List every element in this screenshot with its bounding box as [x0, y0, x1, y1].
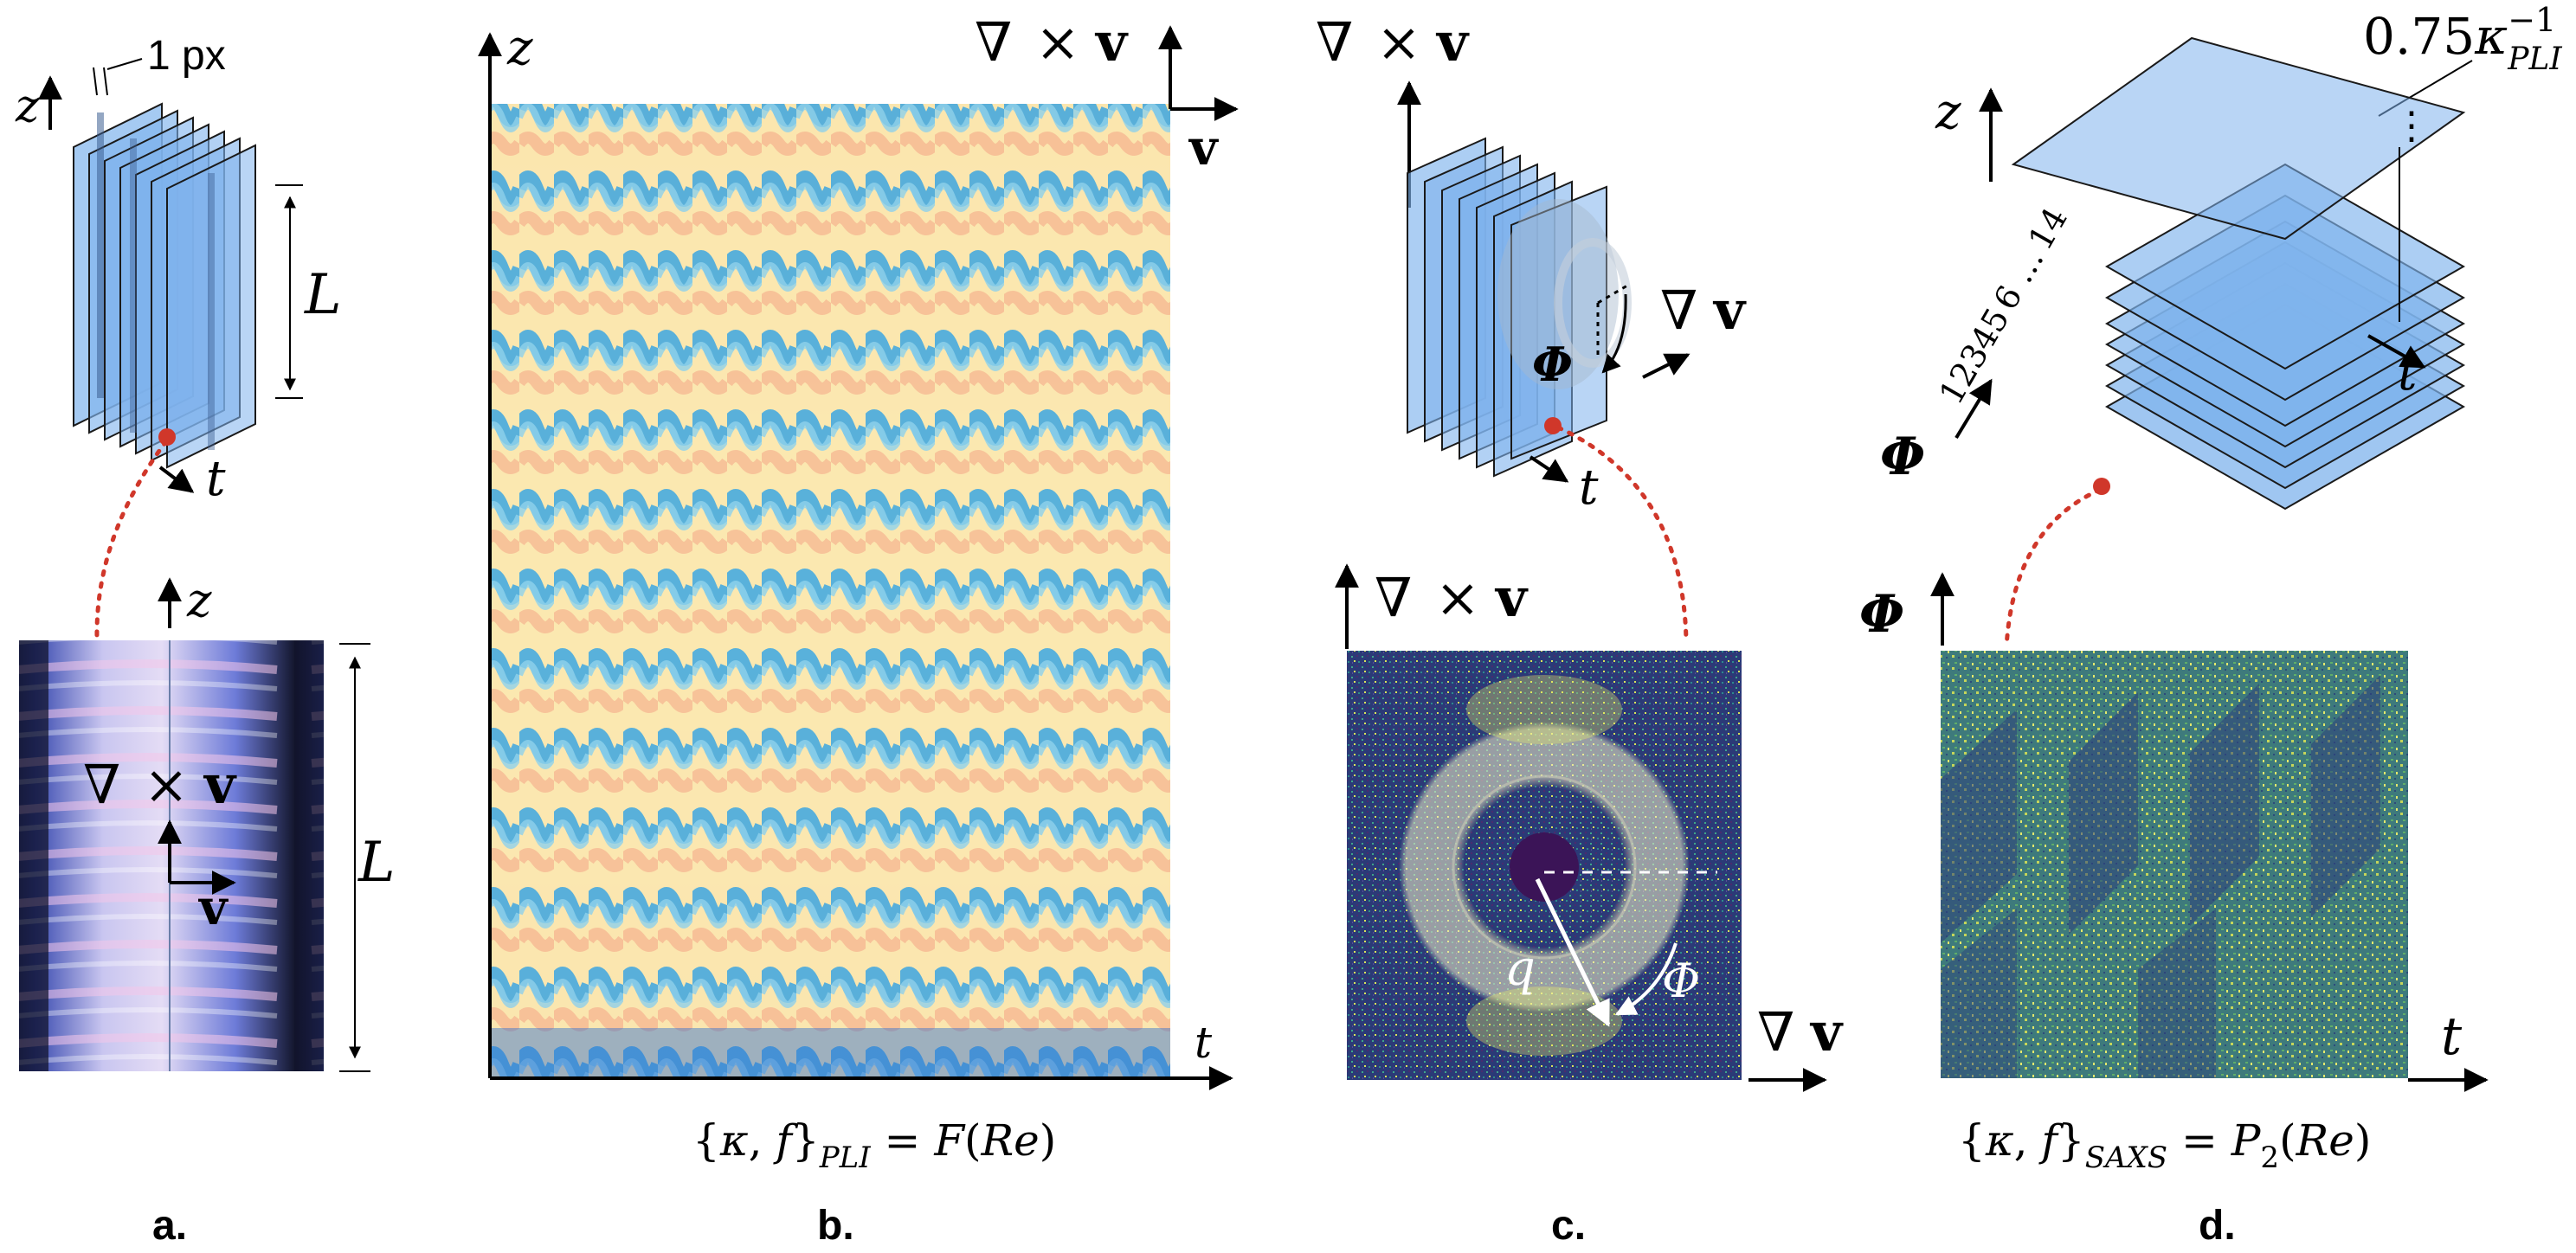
- panel-a-connector: [94, 439, 169, 641]
- panel-d-z-axis-label: z: [1935, 84, 1961, 140]
- panel-d-caption-kappa: κ: [1985, 1115, 2014, 1166]
- panel-a-tube-image: [19, 640, 324, 1071]
- panel-d-bottom-phi-label: Φ: [1859, 584, 1904, 645]
- panel-a-pixel-label: 1 px: [147, 33, 226, 79]
- panel-c: ∇ × v Φ ∇ v t: [1316, 10, 1844, 1249]
- panel-d-kappa-sub: PLI: [2507, 42, 2562, 77]
- panel-a-curl-times: ×: [144, 753, 189, 816]
- panel-b-curl-nabla: ∇: [975, 10, 1012, 74]
- svg-text:{κ, f}SAXS = P2(Re): {κ, f}SAXS = P2(Re): [1958, 1115, 2371, 1175]
- panel-b-pli-wave-pattern: [490, 104, 1170, 1078]
- panel-a-length-label-bottom: L: [357, 831, 396, 895]
- panel-a-length-label-top: L: [304, 263, 342, 327]
- panel-c-grad-label: ∇ v: [1660, 279, 1747, 342]
- panel-b-caption-comma: ,: [749, 1115, 776, 1166]
- panel-d-ellipsis-right: ⋮: [2392, 104, 2431, 148]
- panel-d-caption-sub: SAXS: [2085, 1141, 2167, 1175]
- panel-b-t-axis-label: t: [1195, 1018, 1213, 1068]
- panel-b-caption-sub: PLI: [819, 1141, 871, 1175]
- panel-d-label: d.: [2199, 1203, 2236, 1249]
- panel-c-selected-point: [1544, 417, 1562, 434]
- panel-d-caption-Re: Re: [2296, 1115, 2354, 1166]
- panel-d: 0.75κ−1 PLI z ⋮ t 1 2 3 4 5 6 … 14: [1859, 1, 2562, 1249]
- panel-c-bottom-grad-v: v: [1809, 1000, 1844, 1063]
- panel-b-curl-label: ∇ × v: [975, 10, 1129, 74]
- panel-b-caption-Re: Re: [981, 1115, 1040, 1166]
- panel-c-bottom-curl-v: v: [1494, 566, 1529, 629]
- panel-c-bottom-curl-times: ×: [1435, 566, 1480, 629]
- panel-d-kappa-coef: 0.75: [2363, 7, 2475, 66]
- panel-c-q-label: q: [1504, 941, 1536, 997]
- panel-c-curl-times: ×: [1376, 10, 1421, 74]
- panel-b-curl-v: v: [1094, 10, 1129, 74]
- panel-d-kappa-sym: κ: [2474, 7, 2508, 66]
- panel-b-caption-F: F: [933, 1115, 966, 1166]
- panel-b-label: b.: [817, 1203, 854, 1249]
- panel-c-bottom-grad-label: ∇ v: [1757, 1000, 1844, 1063]
- panel-c-label: c.: [1551, 1203, 1586, 1249]
- panel-d-slice-indices: 1 2 3 4 5 6 … 14: [1932, 201, 2075, 410]
- panel-d-slice-stack: [2011, 36, 2466, 511]
- panel-d-saxs-phi-time-map: [1941, 651, 2408, 1078]
- panel-c-slice-stack: [1407, 137, 1632, 478]
- panel-a-t-axis-label: t: [206, 451, 226, 507]
- panel-d-bottom-t-label: t: [2441, 1006, 2463, 1067]
- panel-a-curl-nabla: ∇: [83, 753, 120, 816]
- panel-d-caption-rp: ): [2354, 1115, 2372, 1166]
- panel-d-connector: [2004, 487, 2103, 650]
- panel-d-kappa-label: 0.75κ−1 PLI: [2363, 1, 2562, 77]
- panel-b-caption-kappa: κ: [719, 1115, 749, 1166]
- panel-d-caption: {κ, f}SAXS = P2(Re): [1958, 1115, 2371, 1175]
- panel-c-saxs-pattern: [1347, 651, 1742, 1080]
- panel-d-t-axis-label: t: [2398, 345, 2418, 402]
- panel-b-caption-open: {: [692, 1115, 720, 1166]
- panel-d-caption-eq: =: [2167, 1115, 2231, 1166]
- panel-a-label: a.: [152, 1203, 187, 1249]
- panel-b-z-axis-label: z: [506, 20, 533, 76]
- svg-text:{κ, f}PLI = F(Re): {κ, f}PLI = F(Re): [692, 1115, 1056, 1175]
- panel-c-phi-label: Φ: [1532, 337, 1573, 392]
- panel-b: z t ∇ × v v {κ, f}PLI = F(Re) b.: [478, 10, 1239, 1249]
- panel-d-phi-label: Φ: [1880, 427, 1925, 487]
- panel-a-velocity-label: v: [197, 879, 229, 936]
- panel-a-curl-v: v: [203, 753, 237, 816]
- panel-a: z 1 px L t z ∇ × v v L a.: [15, 33, 396, 1249]
- panel-c-grad-nabla: ∇: [1660, 279, 1697, 342]
- panel-b-caption-close: }: [792, 1115, 820, 1166]
- panel-c-connector: [1555, 425, 1689, 643]
- panel-b-velocity-label: v: [1188, 119, 1219, 177]
- panel-d-caption-lp: (: [2279, 1115, 2296, 1166]
- panel-c-bottom-grad-nabla: ∇: [1757, 1000, 1794, 1063]
- panel-d-kappa-sup: −1: [2508, 1, 2556, 39]
- panel-d-caption-close: }: [2058, 1115, 2085, 1166]
- panel-d-caption-open: {: [1958, 1115, 1986, 1166]
- panel-a-slice-stack: [73, 102, 256, 469]
- panel-c-grad-v: v: [1712, 279, 1747, 342]
- panel-c-phi-arc-label: Φ: [1662, 954, 1700, 1008]
- panel-c-curl-nabla: ∇: [1316, 10, 1353, 74]
- panel-c-t-axis-label: t: [1579, 459, 1599, 516]
- panel-a-z-axis-label: z: [15, 80, 40, 132]
- panel-b-caption: {κ, f}PLI = F(Re): [692, 1115, 1056, 1175]
- panel-d-caption-P-sub: 2: [2260, 1141, 2279, 1175]
- panel-a-curl-label: ∇ × v: [83, 753, 237, 816]
- panel-d-caption-P: P: [2231, 1115, 2262, 1166]
- panel-b-caption-lp: (: [964, 1115, 982, 1166]
- panel-c-bottom-curl-nabla: ∇: [1375, 566, 1412, 629]
- panel-a-tube-z-label: z: [186, 573, 212, 627]
- panel-c-curl-v: v: [1435, 10, 1470, 74]
- panel-b-caption-eq: =: [871, 1115, 935, 1166]
- panel-c-bottom-curl-label: ∇ × v: [1375, 566, 1529, 629]
- panel-b-curl-times: ×: [1035, 10, 1080, 74]
- panel-c-curl-label: ∇ × v: [1316, 10, 1470, 74]
- panel-b-caption-rp: ): [1040, 1115, 1057, 1166]
- panel-d-caption-comma: ,: [2014, 1115, 2042, 1166]
- panel-a-selected-point: [158, 428, 176, 446]
